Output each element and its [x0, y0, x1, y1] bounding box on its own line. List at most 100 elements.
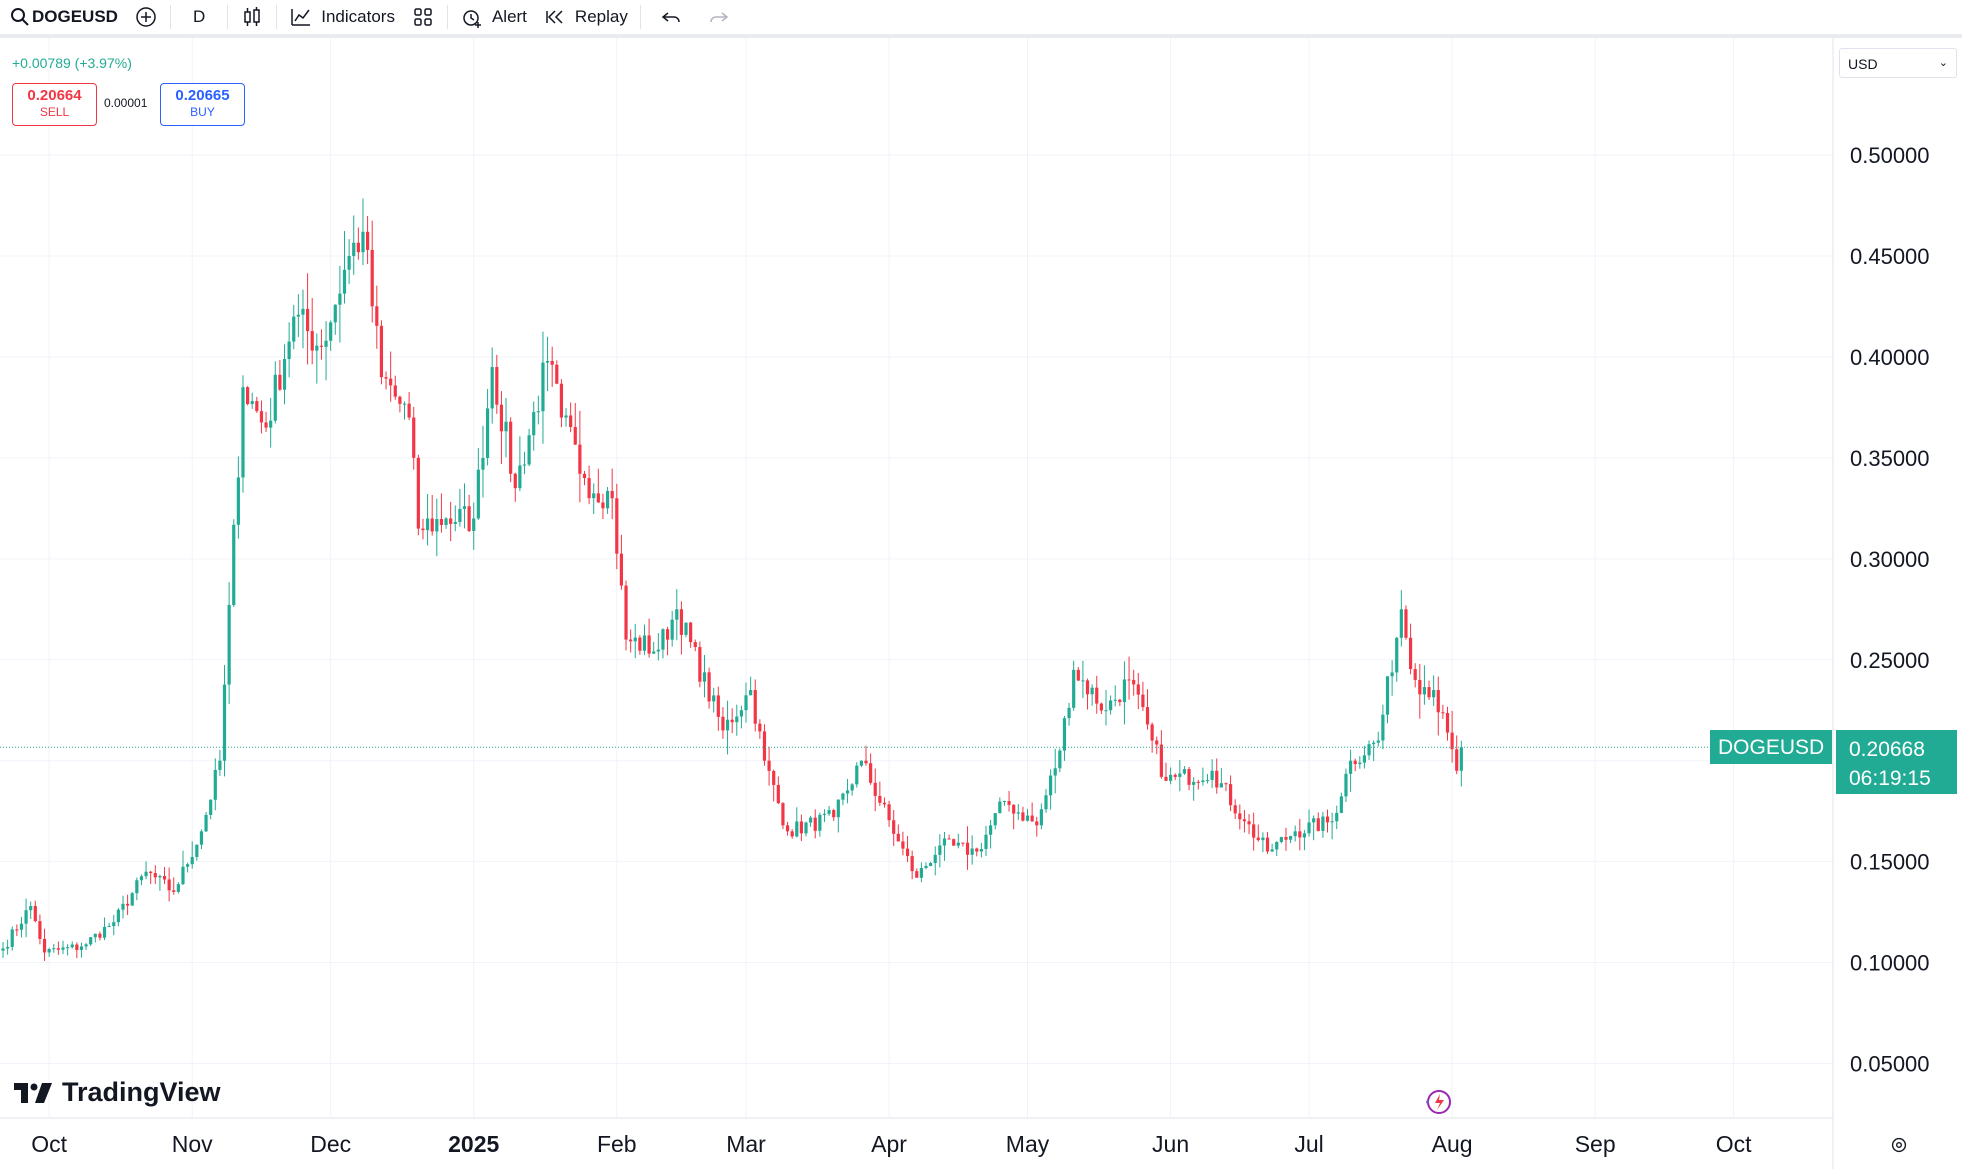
candle-body: [472, 518, 476, 532]
candle-body: [1256, 837, 1260, 841]
tradingview-logo[interactable]: TradingView: [14, 1077, 221, 1108]
candle-body: [1404, 609, 1408, 638]
layouts-button[interactable]: [403, 2, 443, 32]
candlestick-icon: [244, 7, 260, 26]
price-chart[interactable]: 0.50000 0.45000 0.40000 0.35000 0.30000 0.250…: [0, 38, 1962, 1169]
undo-button[interactable]: [645, 2, 697, 32]
candle-body: [693, 642, 697, 648]
x-tick-label: 2025: [448, 1131, 499, 1157]
candle-body: [619, 553, 624, 586]
candle-body: [1335, 812, 1339, 822]
candle-body: [347, 256, 351, 270]
x-tick-label: Jun: [1152, 1131, 1189, 1157]
candle-body: [984, 834, 988, 849]
candle-body: [1039, 809, 1043, 826]
alert-button[interactable]: Alert: [452, 2, 535, 32]
candle-body: [869, 763, 873, 783]
candle-body: [204, 814, 208, 832]
candle-body: [795, 821, 799, 837]
candle-body: [121, 903, 125, 910]
candle-body: [1072, 669, 1076, 708]
sparkle-bolt-icon[interactable]: [1421, 1085, 1453, 1117]
symbol-search-button[interactable]: DOGEUSD: [0, 2, 126, 32]
grid-layout-icon: [414, 8, 432, 26]
candle-body: [887, 804, 891, 821]
y-tick-label: 0.10000: [1850, 951, 1930, 976]
settings-gear-icon[interactable]: [1888, 1134, 1910, 1156]
candle-body: [1118, 699, 1122, 703]
interval-button[interactable]: D: [175, 2, 223, 32]
candle-body: [1049, 775, 1053, 796]
candle-body: [467, 506, 471, 532]
candle-body: [601, 502, 605, 509]
candle-body: [393, 385, 397, 397]
candle-body: [42, 938, 47, 953]
candle-body: [485, 408, 490, 458]
candle-body: [1099, 703, 1103, 711]
chart-type-button[interactable]: [232, 2, 272, 32]
toolbar-divider: [169, 5, 171, 29]
candle-body: [592, 493, 596, 499]
candle-body: [855, 765, 859, 785]
candle-body: [162, 875, 167, 880]
candle-body: [158, 875, 162, 878]
candle-body: [1058, 750, 1062, 769]
candle-body: [689, 622, 693, 643]
redo-button[interactable]: [697, 2, 741, 32]
candle-body: [1330, 821, 1334, 823]
sell-button[interactable]: 0.20664 SELL: [12, 83, 97, 126]
candle-body: [809, 817, 813, 823]
add-circle-icon: [136, 7, 156, 27]
candle-body: [596, 493, 600, 503]
candle-body: [1122, 679, 1127, 703]
candle-body: [139, 876, 144, 881]
candle-body: [1067, 707, 1071, 719]
candle-body: [1316, 818, 1320, 831]
candle-body: [864, 760, 868, 764]
candlestick-series: [1, 198, 1463, 961]
candle-body: [1145, 707, 1150, 725]
candle-body: [15, 929, 19, 931]
candle-body: [421, 528, 425, 531]
candle-body: [153, 873, 157, 878]
candle-body: [1312, 818, 1316, 823]
candle-body: [573, 427, 577, 445]
currency-select[interactable]: USD ⌄: [1839, 48, 1957, 78]
candle-body: [850, 784, 854, 791]
candle-body: [172, 890, 176, 892]
currency-value: USD: [1848, 56, 1878, 72]
candle-body: [564, 415, 568, 418]
candle-body: [70, 944, 74, 948]
candle-body: [647, 635, 651, 654]
candle-body: [1288, 836, 1293, 840]
candle-body: [416, 457, 420, 529]
candle-body: [1275, 842, 1279, 850]
candle-body: [282, 359, 287, 390]
candle-body: [1307, 822, 1311, 834]
buy-button[interactable]: 0.20665 BUY: [160, 83, 245, 126]
candle-body: [89, 937, 93, 945]
candle-body: [569, 415, 573, 428]
candle-body: [190, 856, 194, 865]
candle-body: [1270, 849, 1274, 852]
candle-body: [1427, 687, 1431, 698]
replay-button[interactable]: Replay: [535, 2, 636, 32]
candle-body: [250, 401, 254, 405]
y-tick-label: 0.25000: [1850, 648, 1930, 673]
tradingview-logo-icon: [14, 1082, 52, 1103]
candle-body: [84, 944, 88, 947]
compare-symbol-button[interactable]: [126, 2, 166, 32]
x-tick-label: Nov: [172, 1131, 213, 1157]
candle-body: [873, 782, 877, 796]
candle-body: [841, 793, 845, 800]
indicators-button[interactable]: Indicators: [281, 2, 403, 32]
candle-body: [384, 377, 388, 379]
candle-body: [167, 879, 171, 891]
candle-body: [555, 364, 559, 384]
candle-body: [578, 444, 582, 474]
candle-body: [19, 923, 24, 930]
interval-label: D: [192, 7, 206, 26]
candle-body: [278, 374, 282, 390]
toolbar-divider: [446, 5, 448, 29]
candle-body: [509, 421, 513, 474]
